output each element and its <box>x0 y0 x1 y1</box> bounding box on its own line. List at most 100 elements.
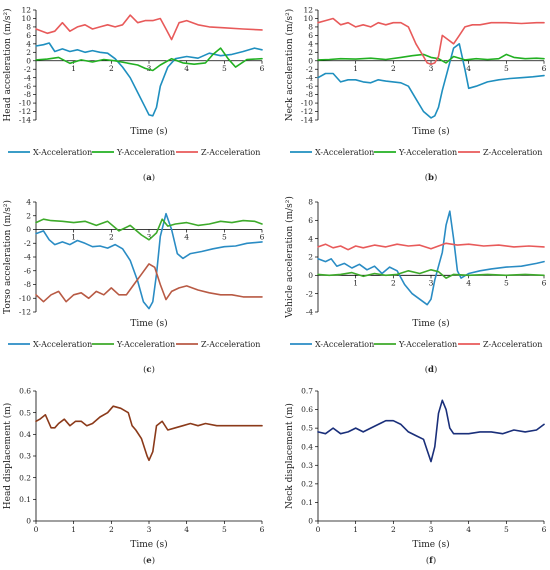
y-tick-label: 2 <box>26 48 31 57</box>
x-tick-label: 4 <box>466 525 471 534</box>
y-tick-label: 0.2 <box>19 473 31 482</box>
y-tick-label: -10 <box>19 294 31 303</box>
x-axis-label: Time (s) <box>130 318 167 329</box>
legend-label-3: Z-Acceleration <box>483 148 542 157</box>
panel-label: (f) <box>426 555 436 566</box>
y-tick-label: -8 <box>24 280 32 289</box>
y-tick-label: 0 <box>26 225 31 234</box>
x-tick-label: 1 <box>353 525 358 534</box>
x-axis-label: Time (s) <box>130 126 167 137</box>
y-tick-label: 8 <box>308 23 313 32</box>
y-tick-label: 0.5 <box>19 408 31 417</box>
series-line-3 <box>317 242 545 251</box>
x-tick-label: 2 <box>109 64 114 73</box>
y-tick-label: 0.1 <box>301 498 313 507</box>
y-axis-label: Vehicle acceleration (m/s²) <box>284 196 295 319</box>
chart-panel-3: 4 2 0 -2 -4 -6 -8 -10 -12 1 2 3 4 5 6 Torso acceleratio… <box>2 198 265 375</box>
x-tick-label: 1 <box>71 233 76 242</box>
legend-label-3: Z-Acceleration <box>201 148 260 157</box>
panel-paren: ) <box>152 555 155 566</box>
x-tick-label: 2 <box>109 233 114 242</box>
y-tick-label: 2 <box>26 211 31 220</box>
series-line-1 <box>35 212 263 310</box>
panel-paren: ( <box>143 364 146 375</box>
legend-label-1: X-Acceleration <box>33 340 92 349</box>
y-tick-label: 8 <box>26 23 31 32</box>
y-axis-label: Head acceleration (m/s²) <box>2 8 13 121</box>
panel-paren: ) <box>434 364 437 375</box>
x-tick-label: 1 <box>353 64 358 73</box>
y-tick-label: 10 <box>303 14 313 23</box>
y-tick-label: 2 <box>308 253 313 262</box>
chart-panel-4: 8 6 4 2 0 -2 -4 1 2 3 4 5 6 Vehicle acceleration (m/s… <box>284 196 547 375</box>
y-tick-label: 10 <box>21 14 31 23</box>
panel-letter: c <box>146 365 151 375</box>
y-tick-label: 0 <box>26 517 31 526</box>
x-tick-label: 3 <box>429 64 434 73</box>
x-axis-label: Time (s) <box>412 126 449 137</box>
y-tick-label: 12 <box>21 6 31 15</box>
panel-paren: ) <box>433 555 436 566</box>
y-tick-label: 6 <box>26 31 31 40</box>
legend-label-3: Z-Acceleration <box>201 340 260 349</box>
y-tick-label: -2 <box>24 239 32 248</box>
y-tick-label: 0 <box>308 517 313 526</box>
legend-label-1: X-Acceleration <box>315 340 374 349</box>
x-tick-label: 4 <box>184 233 189 242</box>
y-tick-label: -6 <box>306 82 314 91</box>
y-tick-label: 6 <box>308 216 313 225</box>
series-line-2 <box>317 53 545 64</box>
x-tick-label: 4 <box>466 64 471 73</box>
y-tick-label: -10 <box>301 99 313 108</box>
x-tick-label: 1 <box>71 525 76 534</box>
x-tick-label: 2 <box>391 278 396 287</box>
legend-label-1: X-Acceleration <box>33 148 92 157</box>
panel-paren: ( <box>143 172 146 183</box>
chart-panel-5: 0 0.1 0.2 0.3 0.4 0.5 0.6 0 1 2 3 4 5 6 Head displacem… <box>2 387 265 566</box>
x-tick-label: 2 <box>109 525 114 534</box>
x-tick-label: 6 <box>260 64 265 73</box>
legend-label-2: Y-Acceleration <box>398 340 457 349</box>
x-tick-label: 4 <box>466 278 471 287</box>
y-tick-label: -10 <box>19 99 31 108</box>
y-tick-label: 4 <box>26 39 31 48</box>
y-tick-label: -4 <box>24 253 32 262</box>
x-tick-label: 6 <box>542 525 547 534</box>
panel-letter: f <box>429 556 434 566</box>
y-tick-label: 6 <box>308 31 313 40</box>
y-tick-label: 12 <box>303 6 313 15</box>
series-line-3 <box>35 263 263 303</box>
legend-label-3: Z-Acceleration <box>483 340 542 349</box>
y-tick-label: 4 <box>308 234 313 243</box>
y-tick-label: 0 <box>308 56 313 65</box>
y-tick-label: 0.3 <box>19 452 31 461</box>
series-line-2 <box>35 218 263 241</box>
y-tick-label: -12 <box>301 107 313 116</box>
legend-label-2: Y-Acceleration <box>398 148 457 157</box>
panel-letter: a <box>146 173 152 183</box>
y-tick-label: 0.5 <box>301 424 313 433</box>
series-line-2 <box>317 268 545 279</box>
legend-label-1: X-Acceleration <box>315 148 374 157</box>
y-tick-label: 0.2 <box>301 479 313 488</box>
x-axis-label: Time (s) <box>412 539 449 550</box>
panel-label: (e) <box>143 555 155 566</box>
panel-letter: e <box>146 556 152 566</box>
y-tick-label: -6 <box>24 266 32 275</box>
y-tick-label: -2 <box>306 65 314 74</box>
y-tick-label: -2 <box>306 289 314 298</box>
y-tick-label: 0.4 <box>19 430 31 439</box>
x-tick-label: 3 <box>429 525 434 534</box>
x-tick-label: 5 <box>222 64 227 73</box>
panel-paren: ) <box>152 364 155 375</box>
y-tick-label: -4 <box>24 73 32 82</box>
y-tick-label: -12 <box>19 308 31 317</box>
x-axis-label: Time (s) <box>130 539 167 550</box>
y-axis-label: Neck acceleration (m/s²) <box>284 9 295 122</box>
y-tick-label: -14 <box>19 116 31 125</box>
series-line-1 <box>35 405 263 462</box>
panel-paren: ( <box>425 364 428 375</box>
